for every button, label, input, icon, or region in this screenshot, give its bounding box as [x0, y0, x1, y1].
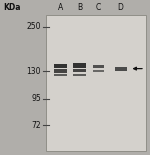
Text: C: C [96, 3, 101, 12]
Text: A: A [58, 3, 63, 12]
FancyBboxPatch shape [73, 63, 86, 68]
Text: D: D [118, 3, 124, 12]
FancyBboxPatch shape [93, 65, 104, 68]
Text: 250: 250 [27, 22, 41, 31]
Text: B: B [77, 3, 82, 12]
FancyBboxPatch shape [46, 15, 146, 151]
Text: 72: 72 [32, 121, 41, 130]
Text: 130: 130 [27, 67, 41, 76]
FancyBboxPatch shape [93, 69, 104, 72]
FancyBboxPatch shape [73, 69, 86, 72]
Text: 95: 95 [31, 94, 41, 103]
FancyBboxPatch shape [115, 67, 127, 71]
FancyBboxPatch shape [73, 74, 86, 76]
FancyBboxPatch shape [54, 74, 67, 76]
FancyBboxPatch shape [54, 64, 67, 68]
FancyBboxPatch shape [54, 69, 67, 73]
Text: KDa: KDa [3, 3, 20, 12]
